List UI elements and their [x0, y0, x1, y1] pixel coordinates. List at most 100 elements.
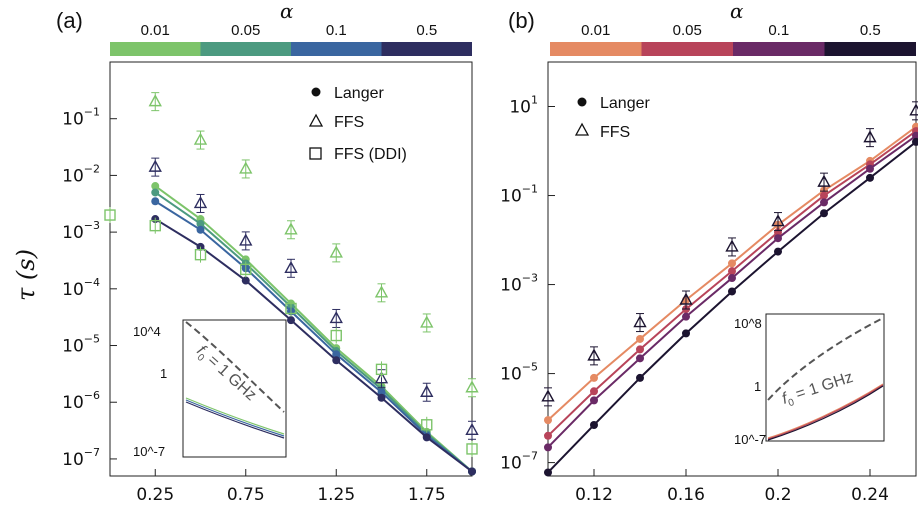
data-point-langer: [151, 188, 160, 197]
data-point-langer: [774, 234, 782, 243]
colorbar-label: 0.1: [326, 22, 347, 39]
data-point-langer: [774, 247, 782, 256]
data-point-ffs: [465, 422, 479, 435]
legend-marker-ffs-ddi: [309, 147, 322, 160]
data-point-ffs: [193, 132, 208, 145]
data-point-ffs-ddi: [149, 219, 161, 232]
data-point-ffs: [420, 384, 434, 397]
data-point-ffs-ddi: [375, 363, 388, 376]
inset-b-ytick-0: 10^8: [734, 316, 762, 331]
data-point-langer: [544, 431, 552, 440]
data-point-langer: [377, 388, 386, 397]
colorbar-label: 0.05: [231, 22, 260, 39]
colorbar-label: 0.05: [673, 22, 702, 39]
series-line: [154, 218, 473, 473]
colorbar-a: 0.01 0.05 0.1 0.5: [110, 22, 472, 56]
data-point-ffs: [148, 159, 162, 172]
inset-a-ytick-1: 1: [160, 366, 167, 381]
data-point-langer: [332, 356, 341, 365]
x-tick-label: 0.16: [667, 485, 705, 505]
legend-label-ffs-b: FFS: [600, 124, 630, 141]
inset-a-curve-1: [185, 397, 285, 435]
inset-a-ytick-0: 10^4: [133, 324, 161, 339]
data-point-langer: [332, 350, 341, 359]
legend-marker-langer: [311, 87, 321, 97]
y-tick-label: 10−3: [500, 272, 538, 296]
data-point-ffs: [817, 174, 831, 187]
data-point-langer: [682, 329, 690, 338]
data-point-langer: [590, 396, 598, 405]
data-point-ffs-ddi: [104, 209, 116, 221]
legend-b: Langer FFS: [574, 95, 650, 141]
data-point-langer: [241, 276, 250, 285]
colorbar-segment: [733, 42, 825, 56]
data-point-langer: [636, 354, 644, 363]
y-axis-label: τ (s): [12, 249, 40, 301]
data-point-langer: [866, 173, 874, 182]
data-point-langer: [728, 267, 736, 276]
colorbar-label: 0.1: [768, 22, 789, 39]
colorbar-segment: [641, 42, 733, 56]
series-line: [154, 191, 473, 473]
data-point-langer: [590, 420, 598, 429]
plot-area-b: 0.12 0.16 0.2 0.24 10−7 10−5 10−3 10−1 101: [500, 94, 918, 505]
x-tick-label: 0.24: [851, 485, 889, 505]
y-tick-label: 10−1: [62, 106, 100, 130]
data-point-ffs: [465, 380, 479, 393]
data-point-langer: [544, 443, 552, 452]
data-point-ffs: [374, 285, 389, 298]
data-point-ffs-ddi: [285, 302, 297, 315]
panel-label-a: (a): [56, 8, 83, 33]
data-point-ffs-ddi: [466, 443, 478, 455]
x-tick-label: 1.25: [317, 485, 355, 505]
series-line: [154, 185, 473, 473]
y-tick-label: 10−7: [500, 450, 538, 474]
data-point-ffs: [633, 315, 647, 328]
x-tick-label: 1.75: [408, 485, 446, 505]
plot-frame-a: [109, 61, 473, 477]
colorbar-label: 0.01: [141, 22, 170, 39]
data-point-langer: [820, 198, 828, 207]
legend-a: Langer FFS FFS (DDI): [308, 85, 407, 163]
colorbar-segment: [550, 42, 642, 56]
data-point-ffs: [541, 389, 555, 402]
legend-marker-ffs-b: [574, 122, 590, 136]
data-point-ffs: [239, 161, 253, 174]
y-axis-label-text: τ (s): [12, 249, 40, 301]
plot-frame-b: [547, 61, 917, 477]
data-point-ffs: [148, 94, 162, 107]
colorbar-segment: [291, 42, 382, 56]
data-point-langer: [590, 387, 598, 396]
inset-b-curve-1: [767, 383, 884, 439]
data-point-ffs: [374, 371, 389, 384]
colorbar-segment: [381, 42, 472, 56]
data-point-langer: [820, 191, 828, 200]
data-point-ffs: [863, 130, 877, 143]
legend-label-ffs-ddi-a: FFS (DDI): [334, 146, 407, 163]
data-point-langer: [151, 197, 160, 206]
data-point-ffs-ddi: [330, 329, 342, 342]
legend-label-langer-b: Langer: [600, 95, 650, 112]
colorbar-segment: [110, 42, 201, 56]
data-point-langer: [636, 373, 644, 382]
inset-b-ytick-1: 1: [754, 379, 761, 394]
data-point-ffs: [284, 260, 298, 274]
x-tick-label: 0.25: [136, 485, 174, 505]
data-point-langer: [866, 164, 874, 173]
data-point-ffs: [193, 196, 208, 209]
inset-b-curve-3: [767, 385, 884, 441]
inset-a-curve-3: [185, 401, 285, 439]
data-point-langer: [544, 416, 552, 425]
y-tick-label: 10−5: [500, 361, 538, 385]
data-point-langer: [196, 219, 205, 228]
data-point-ffs: [771, 214, 785, 227]
data-point-langer: [590, 373, 598, 382]
data-point-ffs: [329, 311, 343, 324]
data-point-ffs-ddi: [194, 248, 207, 261]
colorbar-segment: [200, 42, 291, 56]
data-point-langer: [912, 137, 918, 146]
legend-label-langer-a: Langer: [334, 85, 384, 102]
data-point-ffs: [587, 348, 601, 361]
data-point-langer: [151, 182, 160, 191]
